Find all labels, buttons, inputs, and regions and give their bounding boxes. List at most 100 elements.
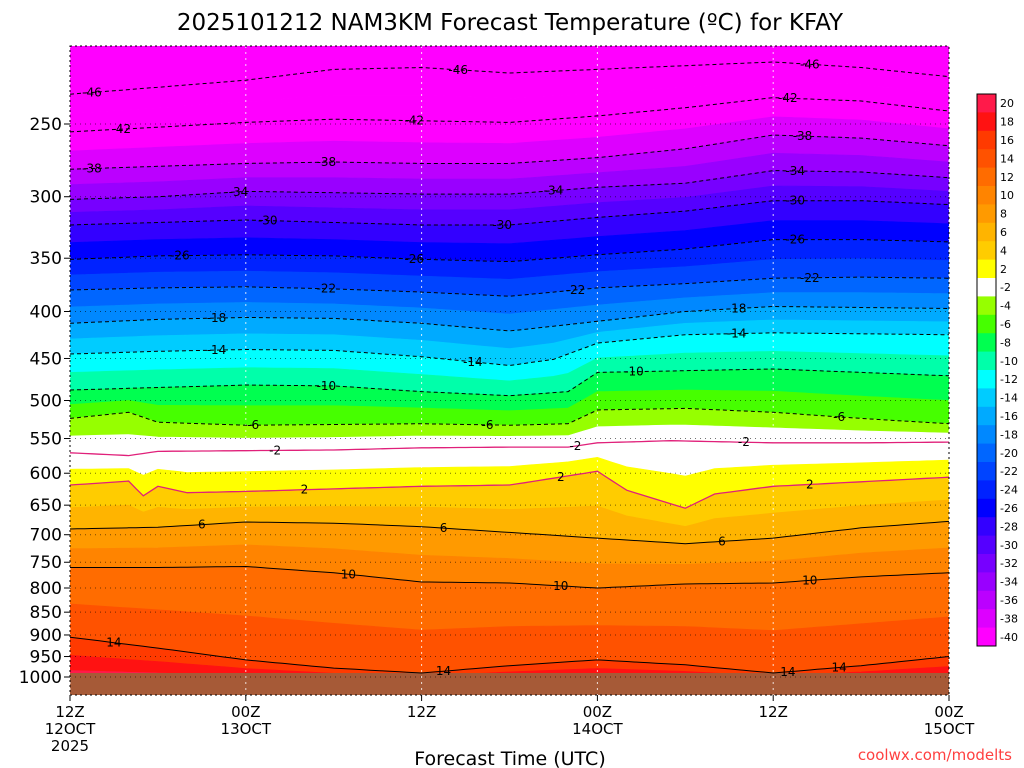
colorbar-label: -30 bbox=[1000, 539, 1018, 552]
x-tick-label: 00Z bbox=[934, 703, 963, 721]
colorbar-swatch bbox=[977, 333, 996, 353]
isotherm-label: -34 bbox=[785, 164, 805, 178]
isotherm-label: -2 bbox=[269, 443, 281, 457]
isotherm-label: -26 bbox=[170, 249, 190, 263]
colorbar-label: -24 bbox=[1000, 484, 1018, 497]
colorbar-label: -36 bbox=[1000, 594, 1018, 607]
isotherm-label: -6 bbox=[247, 418, 259, 432]
isotherm-label: -30 bbox=[258, 214, 278, 228]
isotherm-label: -30 bbox=[785, 194, 805, 208]
colorbar-swatch bbox=[977, 241, 996, 261]
colorbar-label: -34 bbox=[1000, 576, 1018, 589]
colorbar-swatch bbox=[977, 554, 996, 573]
colorbar-swatch bbox=[977, 406, 996, 426]
x-tick-label: 12OCT bbox=[45, 720, 96, 738]
colorbar-label: 16 bbox=[1000, 134, 1014, 147]
colorbar-swatch bbox=[977, 149, 996, 169]
isotherm-label: -38 bbox=[82, 161, 102, 175]
colorbar-swatch bbox=[977, 388, 996, 408]
isotherm-label: -6 bbox=[482, 418, 494, 432]
isotherm-10 bbox=[70, 565, 949, 589]
y-tick-label: 350 bbox=[30, 249, 62, 269]
y-tick-label: 600 bbox=[30, 464, 62, 484]
isotherm-label: -26 bbox=[404, 252, 424, 266]
isotherm-label: -42 bbox=[778, 91, 798, 105]
colorbar-label: -38 bbox=[1000, 612, 1018, 625]
y-tick-label: 300 bbox=[30, 188, 62, 208]
isotherm-label: -10 bbox=[624, 365, 644, 379]
isotherm-contours bbox=[70, 61, 949, 674]
colorbar-swatch bbox=[977, 278, 996, 297]
x-tick-label: 00Z bbox=[231, 703, 260, 721]
isotherm-label: 6 bbox=[718, 534, 726, 548]
colorbar-swatch bbox=[977, 590, 996, 610]
plot-border bbox=[69, 45, 950, 696]
isotherm-label: -34 bbox=[544, 184, 564, 198]
chart-title: 2025101212 NAM3KM Forecast Temperature (… bbox=[177, 10, 844, 36]
colorbar-label: -12 bbox=[1000, 373, 1018, 386]
colorbar-border bbox=[976, 93, 997, 647]
colorbar-label: 2 bbox=[1000, 263, 1007, 276]
isotherm-14 bbox=[70, 636, 949, 674]
colorbar-swatch bbox=[977, 167, 996, 187]
credit-text: coolwx.com/modelts bbox=[858, 746, 1012, 764]
colorbar-label: -8 bbox=[1000, 336, 1011, 349]
y-tick-label: 900 bbox=[30, 626, 62, 646]
colorbar-label: -16 bbox=[1000, 410, 1018, 423]
y-tick-label: 750 bbox=[30, 553, 62, 573]
colorbar-swatch bbox=[977, 572, 996, 592]
isotherm-label: -38 bbox=[793, 129, 813, 143]
colorbar-swatch bbox=[977, 462, 996, 481]
isotherm-label: 14 bbox=[831, 661, 846, 675]
colorbar-swatch bbox=[977, 259, 996, 279]
ground-layer bbox=[70, 673, 949, 695]
plot-area: -46 -46 -46 -42 -42 -42 -38 -38 -38 -34 -34 -34 -30 -… bbox=[69, 45, 950, 696]
isotherm-label: -22 bbox=[566, 283, 586, 297]
colorbar-swatch bbox=[977, 94, 996, 113]
colorbar-label: -18 bbox=[1000, 428, 1018, 441]
colorbar-swatch bbox=[977, 222, 996, 242]
colorbar-label: -40 bbox=[1000, 631, 1018, 644]
x-tick-label: 12Z bbox=[55, 703, 84, 721]
colorbar-label: -4 bbox=[1000, 300, 1011, 313]
isotherm-label: -2 bbox=[569, 439, 581, 453]
colorbar-label: -32 bbox=[1000, 557, 1018, 570]
isotherm-label: 6 bbox=[198, 518, 206, 532]
isotherm-label: 2 bbox=[557, 470, 565, 484]
colorbar-label: -20 bbox=[1000, 447, 1018, 460]
colorbar-label: -14 bbox=[1000, 392, 1018, 405]
isotherm-label: 2 bbox=[806, 477, 814, 491]
y-tick-label: 1000 bbox=[19, 668, 62, 688]
colorbar-swatch bbox=[977, 130, 996, 150]
x-tick-label: 12Z bbox=[407, 703, 436, 721]
isotherm-label: -14 bbox=[463, 355, 483, 369]
x-tick-label: 00Z bbox=[583, 703, 612, 721]
isotherm--6 bbox=[70, 407, 949, 426]
colorbar-label: 4 bbox=[1000, 244, 1007, 257]
isotherm-label: -18 bbox=[727, 302, 747, 316]
isotherm-label: -2 bbox=[738, 435, 750, 449]
colorbar-label: -28 bbox=[1000, 520, 1018, 533]
isotherm-label: -22 bbox=[800, 271, 820, 285]
colorbar-swatch bbox=[977, 296, 996, 316]
isotherm-label: -46 bbox=[448, 63, 468, 77]
isotherm-label: -38 bbox=[317, 155, 337, 169]
isotherm--10 bbox=[70, 368, 949, 397]
colorbar-label: -22 bbox=[1000, 465, 1018, 478]
colorbar-label: 10 bbox=[1000, 189, 1014, 202]
isotherm-label: -6 bbox=[833, 410, 845, 424]
isotherm-label: -10 bbox=[317, 379, 337, 393]
isotherm--2 bbox=[70, 440, 949, 457]
isotherm-label: 2 bbox=[301, 483, 309, 497]
colorbar-swatch bbox=[977, 370, 996, 389]
isotherm-label: -26 bbox=[785, 233, 805, 247]
y-tick-label: 850 bbox=[30, 603, 62, 623]
isotherm-label: 14 bbox=[436, 664, 451, 678]
x-tick-label: 2025 bbox=[51, 737, 89, 755]
colorbar-swatch bbox=[977, 314, 996, 334]
x-tick-label: 15OCT bbox=[924, 720, 975, 738]
isotherm-labels: -46 -46 -46 -42 -42 -42 -38 -38 -38 -34 -34 -34 -30 -… bbox=[82, 57, 847, 678]
colorbar-label: -10 bbox=[1000, 355, 1018, 368]
